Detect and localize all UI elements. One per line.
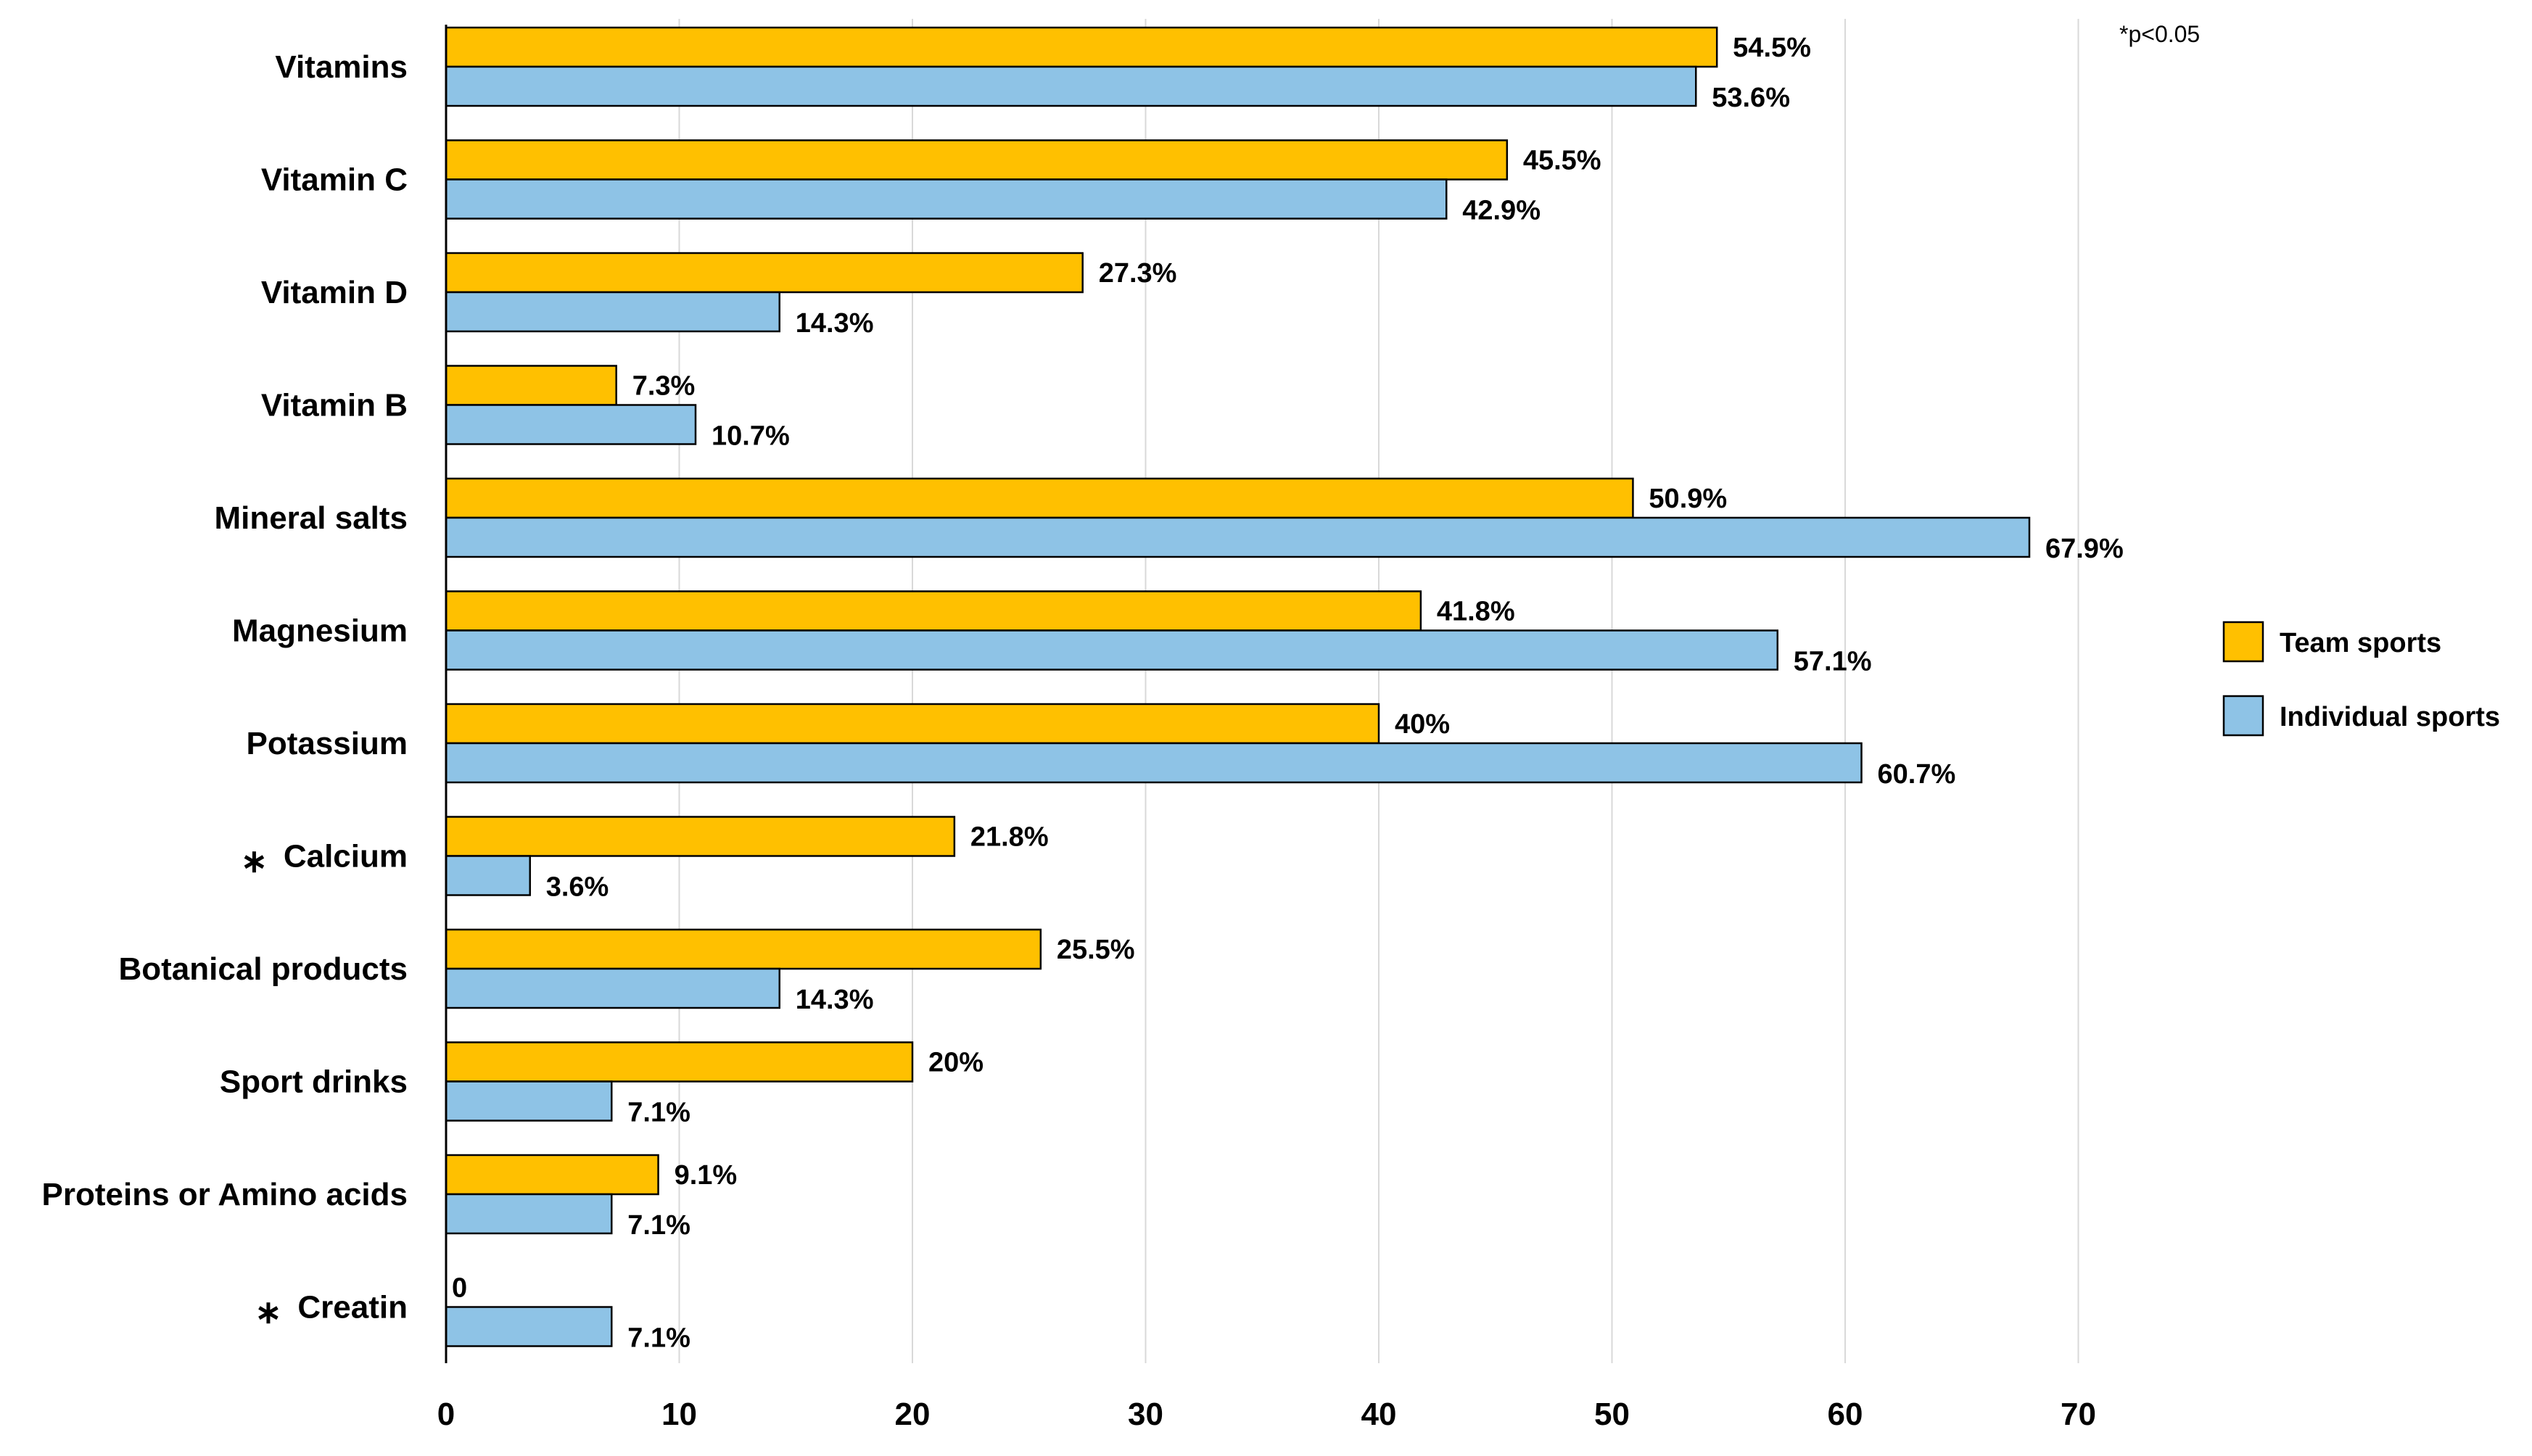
value-label-individual-sports-proteins-or-amino-acids: 7.1%	[627, 1210, 690, 1241]
category-label-proteins-or-amino-acids: Proteins or Amino acids	[42, 1177, 408, 1212]
category-label-vitamins: Vitamins	[275, 49, 408, 85]
value-label-individual-sports-calcium: 3.6%	[546, 872, 609, 903]
bar-individual-sports-calcium	[445, 855, 531, 896]
category-label-vitamin-d: Vitamin D	[261, 275, 408, 310]
category-label-creatin: Creatin	[297, 1290, 408, 1325]
legend: Team sports Individual sports	[2222, 621, 2500, 737]
bar-individual-sports-vitamin-c	[445, 178, 1448, 220]
bar-team-sports-vitamin-b	[445, 365, 617, 406]
bar-individual-sports-vitamin-b	[445, 404, 697, 445]
bar-individual-sports-botanical-products	[445, 967, 780, 1009]
value-label-team-sports-vitamin-b: 7.3%	[632, 371, 696, 402]
bar-team-sports-vitamins	[445, 26, 1718, 68]
category-label-vitamin-c: Vitamin C	[261, 162, 408, 198]
bars	[445, 26, 2031, 1347]
bar-team-sports-proteins-or-amino-acids	[445, 1154, 659, 1196]
value-label-individual-sports-vitamin-c: 42.9%	[1462, 196, 1541, 226]
bar-team-sports-botanical-products	[445, 928, 1042, 970]
value-label-individual-sports-vitamin-b: 10.7%	[712, 421, 790, 452]
x-tick-label-60: 60	[1828, 1397, 1863, 1432]
legend-label-team-sports: Team sports	[2280, 628, 2441, 658]
x-tick-label-70: 70	[2061, 1397, 2096, 1432]
value-label-individual-sports-vitamins: 53.6%	[1712, 83, 1790, 113]
significance-note: *p<0.05	[2119, 21, 2200, 47]
value-label-individual-sports-creatin: 7.1%	[627, 1323, 690, 1354]
category-label-sport-drinks: Sport drinks	[220, 1064, 408, 1100]
bar-individual-sports-magnesium	[445, 629, 1779, 671]
x-tick-label-0: 0	[437, 1397, 455, 1432]
value-label-team-sports-creatin: 0	[452, 1273, 467, 1304]
x-tick-label-10: 10	[661, 1397, 697, 1432]
data-labels: 54.5% 53.6% 45.5% 42.9% 27.3% 14.3% 7.3% 10.7% 5…	[452, 33, 2124, 1354]
significance-star-icon: ∗	[241, 844, 268, 880]
value-label-team-sports-sport-drinks: 20%	[928, 1048, 983, 1078]
value-label-individual-sports-potassium: 60.7%	[1878, 759, 1956, 790]
value-label-individual-sports-mineral-salts: 67.9%	[2045, 534, 2124, 564]
value-label-individual-sports-magnesium: 57.1%	[1794, 647, 1872, 677]
bar-individual-sports-potassium	[445, 742, 1863, 784]
bar-individual-sports-mineral-salts	[445, 516, 2031, 558]
value-label-team-sports-potassium: 40%	[1395, 709, 1450, 740]
x-tick-label-50: 50	[1594, 1397, 1630, 1432]
bar-team-sports-calcium	[445, 816, 956, 857]
bar-individual-sports-vitamin-d	[445, 291, 780, 333]
bar-team-sports-potassium	[445, 703, 1380, 745]
significance-star-icon: ∗	[255, 1295, 282, 1331]
bar-team-sports-mineral-salts	[445, 477, 1634, 519]
bar-individual-sports-creatin	[445, 1306, 613, 1347]
legend-label-individual-sports: Individual sports	[2280, 702, 2500, 732]
value-label-team-sports-mineral-salts: 50.9%	[1649, 484, 1727, 514]
value-label-team-sports-vitamin-c: 45.5%	[1523, 146, 1601, 176]
x-axis-ticks: 0 10 20 30 40 50 60 70	[437, 1397, 2096, 1432]
bar-individual-sports-sport-drinks	[445, 1080, 613, 1122]
bar-team-sports-vitamin-c	[445, 139, 1509, 181]
category-label-mineral-salts: Mineral salts	[214, 500, 408, 536]
value-label-team-sports-magnesium: 41.8%	[1437, 597, 1515, 627]
bar-team-sports-sport-drinks	[445, 1041, 914, 1083]
value-label-team-sports-botanical-products: 25.5%	[1057, 935, 1135, 965]
gridlines	[678, 19, 2079, 1363]
value-label-individual-sports-vitamin-d: 14.3%	[796, 308, 874, 339]
bar-team-sports-vitamin-d	[445, 252, 1084, 294]
category-label-calcium: Calcium	[284, 839, 408, 874]
bar-team-sports-magnesium	[445, 590, 1422, 632]
bar-individual-sports-proteins-or-amino-acids	[445, 1193, 613, 1235]
x-tick-label-20: 20	[895, 1397, 931, 1432]
category-labels: Vitamins Vitamin C Vitamin D Vitamin B Miner…	[42, 49, 408, 1331]
value-label-team-sports-vitamin-d: 27.3%	[1099, 258, 1177, 289]
value-label-individual-sports-sport-drinks: 7.1%	[627, 1098, 690, 1128]
x-tick-label-30: 30	[1128, 1397, 1163, 1432]
value-label-team-sports-vitamins: 54.5%	[1733, 33, 1811, 63]
category-label-botanical-products: Botanical products	[119, 951, 408, 987]
value-label-team-sports-proteins-or-amino-acids: 9.1%	[675, 1160, 738, 1191]
value-label-individual-sports-botanical-products: 14.3%	[796, 985, 874, 1015]
category-label-magnesium: Magnesium	[232, 613, 408, 649]
value-label-team-sports-calcium: 21.8%	[970, 822, 1049, 853]
bar-individual-sports-vitamins	[445, 65, 1697, 107]
category-label-potassium: Potassium	[246, 726, 408, 761]
category-label-vitamin-b: Vitamin B	[261, 388, 408, 423]
x-tick-label-40: 40	[1361, 1397, 1397, 1432]
legend-swatch-individual-sports	[2222, 695, 2264, 737]
legend-swatch-team-sports	[2222, 621, 2264, 663]
